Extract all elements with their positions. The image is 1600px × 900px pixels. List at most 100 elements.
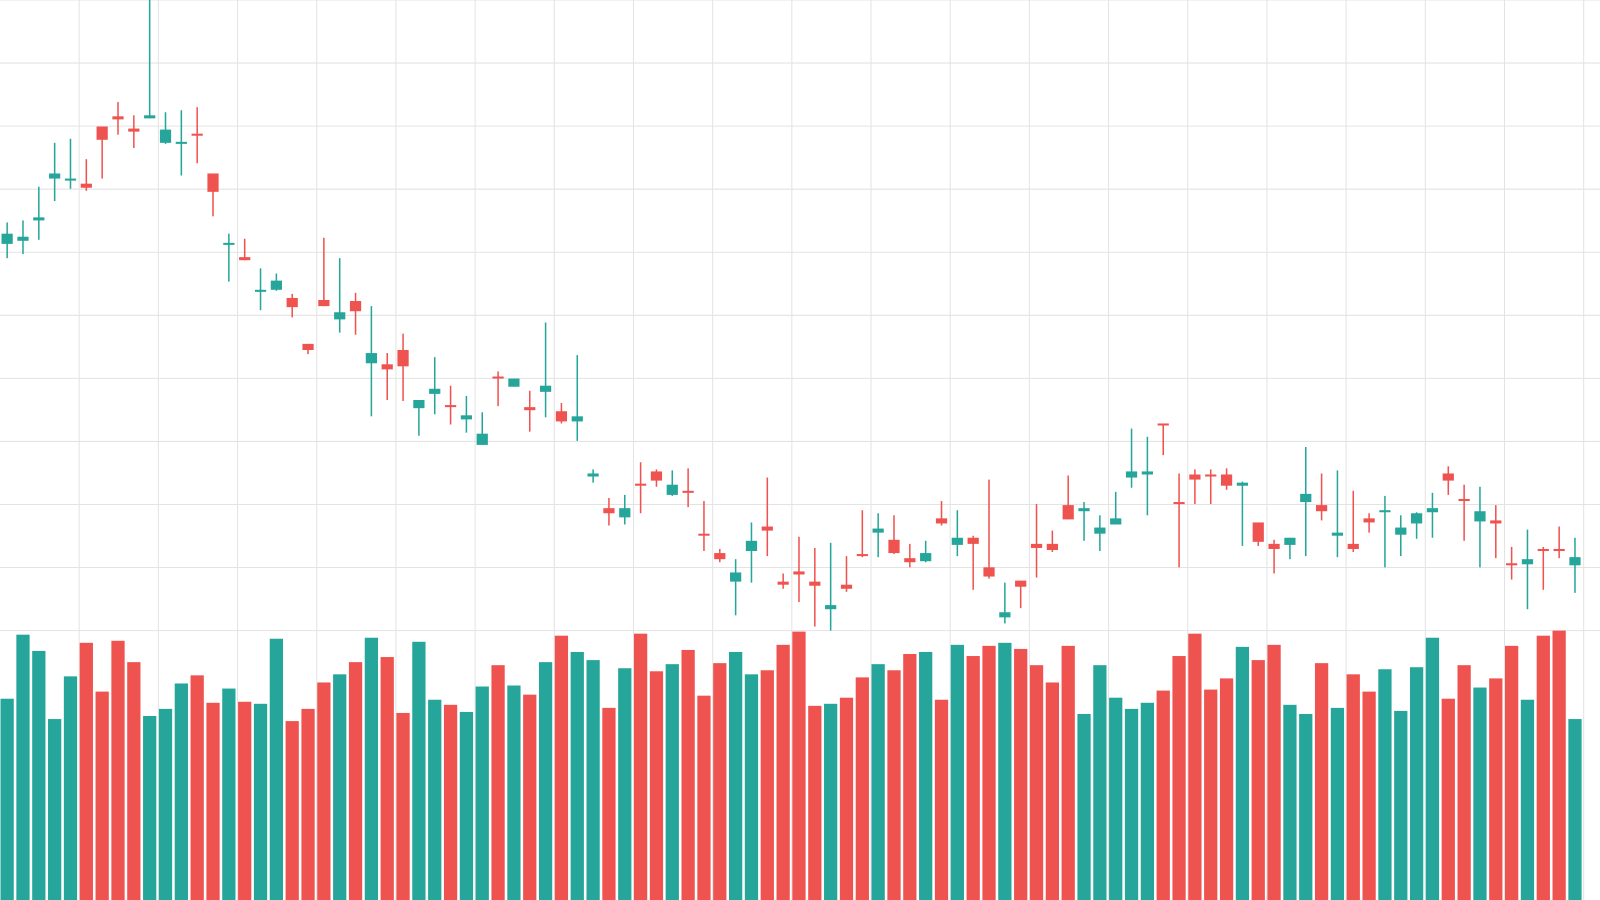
candle-body [619,508,631,518]
volume-bar [1188,633,1202,900]
candle-body [33,217,45,221]
volume-bar [713,663,727,900]
volume-bar [1346,674,1360,900]
volume-bar [491,665,505,900]
volume-bar [808,705,822,900]
candle-body [1094,527,1106,534]
candle-body [587,473,599,477]
volume-bar [301,708,315,900]
volume-bar [1473,687,1487,900]
candle-body [1268,543,1280,549]
volume-bar [855,677,869,900]
candle-body [444,405,457,408]
candle-body [730,572,742,582]
candle-body [397,350,409,367]
candle-body [745,540,758,552]
candle-body [825,605,837,610]
volume-bar [48,719,62,900]
candle-body [1315,505,1328,512]
volume-bar [158,708,173,900]
volume-bar [1235,646,1250,900]
volume-bar [1314,663,1329,900]
candle-body [429,388,441,394]
candle-body [1062,505,1074,520]
volume-bar [1124,708,1139,900]
volume-bar [697,695,711,900]
volume-bar [333,674,347,900]
volume-bar [364,637,379,900]
candle-body [1220,474,1233,486]
volume-bar [1552,630,1566,900]
candle-body [1379,510,1391,513]
volume-bar [1299,713,1313,900]
candle-body [999,612,1011,618]
volume-bar [443,704,458,900]
candle-body [1537,548,1549,552]
volume-bar [1219,678,1234,900]
volume-bar [1409,667,1424,900]
candle-body [381,364,393,370]
candle-body [1252,522,1264,542]
candle-body [49,173,61,179]
candle-body [1125,471,1138,478]
candle-body [159,129,172,143]
volume-bar [633,633,648,900]
candle-body [856,554,868,557]
volume-bar [206,702,220,900]
candle-body [888,539,900,554]
volume-bar [760,670,774,900]
volume-bar [190,675,204,900]
candle-body [872,528,884,533]
volume-bar [729,651,743,900]
candle-body [17,236,29,241]
candle-body [1426,508,1439,513]
candle-body [1521,559,1534,565]
volume-bar [1172,656,1186,900]
candle-body [1141,471,1153,475]
volume-bar [111,640,125,900]
volume-bar [63,676,78,900]
volume-bar [0,698,14,900]
candle-body [983,567,995,577]
volume-bar [380,657,394,900]
volume-bar [1014,648,1028,900]
volume-bar [222,688,236,900]
volume-bar [649,671,664,900]
candle-body [809,581,821,586]
volume-bar [1251,660,1265,900]
candle-body [1205,474,1217,477]
volume-bar [792,631,806,900]
volume-bar [1489,678,1503,900]
volume-bar [285,721,299,900]
candle-body [112,116,124,120]
candle-body [334,312,346,320]
volume-bar [1077,713,1091,900]
volume-bar [1283,704,1297,900]
volume-bar [1425,637,1440,900]
volume-bar [1109,697,1123,900]
candle-body [128,128,140,132]
candle-body [1078,508,1090,512]
candle-body [349,301,362,312]
candle-body [1046,543,1058,550]
volume-bar [824,703,838,900]
candle-body [1395,527,1407,535]
volume-bar [238,701,252,900]
volume-bar [16,634,30,900]
volume-bar [1093,665,1107,900]
volume-bar [396,712,410,900]
candle-body [761,526,773,531]
volume-bar [586,660,600,900]
volume-bar [1536,635,1550,900]
volume-bar [871,664,885,900]
candle-body [270,280,282,290]
volume-bar [618,668,632,900]
volume-bar [1061,645,1075,900]
candle-body [96,126,108,140]
volume-bar [776,644,790,900]
candle-body [539,385,552,392]
candle-body [777,581,789,585]
candle-body [1458,498,1470,502]
